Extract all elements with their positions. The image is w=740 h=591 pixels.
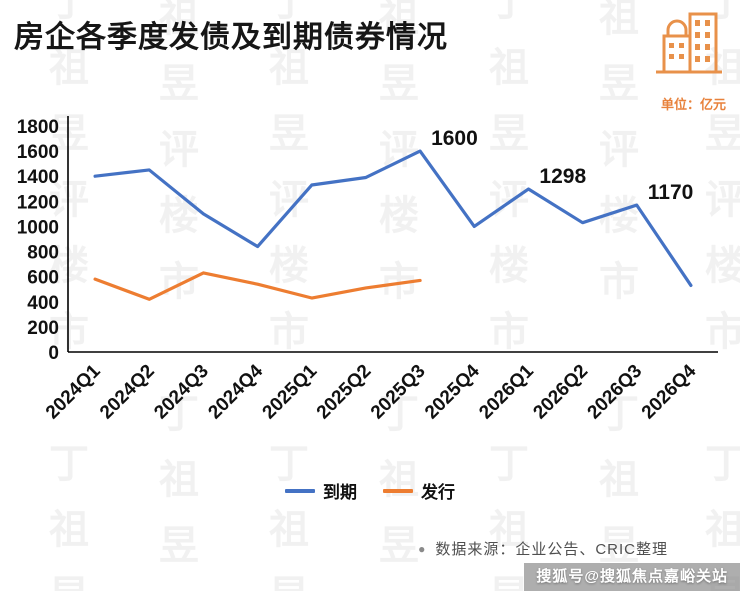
legend-item-发行: 发行 bbox=[383, 478, 455, 503]
y-tick-label: 1000 bbox=[17, 217, 59, 238]
y-tick-label: 800 bbox=[27, 243, 59, 264]
legend-swatch bbox=[383, 488, 413, 493]
x-tick-label: 2025Q3 bbox=[367, 361, 430, 424]
chart-legend: 到期 发行 bbox=[0, 478, 740, 503]
data-label: 1600 bbox=[431, 127, 478, 150]
x-tick-label: 2025Q1 bbox=[259, 360, 322, 423]
x-tick-label: 2024Q3 bbox=[150, 361, 213, 424]
x-tick-label: 2026Q2 bbox=[529, 361, 592, 424]
source-text: 数据来源：企业公告、CRIC整理 bbox=[435, 541, 668, 558]
legend-swatch bbox=[285, 488, 315, 493]
bullet-icon: ● bbox=[418, 541, 426, 556]
series-line-发行 bbox=[93, 271, 422, 301]
x-tick-label: 2026Q4 bbox=[638, 360, 701, 423]
y-tick-label: 1800 bbox=[17, 117, 59, 138]
legend-label: 到期 bbox=[323, 483, 357, 502]
y-tick-label: 400 bbox=[27, 293, 59, 314]
y-tick-label: 1600 bbox=[17, 142, 59, 163]
x-tick-label: 2024Q1 bbox=[42, 360, 105, 423]
x-tick-label: 2025Q4 bbox=[421, 360, 484, 423]
data-label: 1298 bbox=[539, 165, 586, 188]
legend-label: 发行 bbox=[421, 483, 455, 502]
unit-label: 单位：亿元 bbox=[660, 97, 726, 112]
chart-canvas: 0200400600800100012001400160018002024Q12… bbox=[17, 116, 718, 424]
x-tick-label: 2024Q4 bbox=[204, 360, 267, 423]
buildings-icon bbox=[646, 6, 726, 84]
y-tick-label: 0 bbox=[48, 343, 59, 364]
y-tick-label: 1400 bbox=[17, 167, 59, 188]
series-line-到期 bbox=[93, 149, 693, 288]
y-tick-label: 200 bbox=[27, 318, 59, 339]
x-tick-label: 2024Q2 bbox=[96, 361, 159, 424]
x-tick-label: 2026Q1 bbox=[475, 360, 538, 423]
data-label: 1170 bbox=[648, 181, 694, 204]
page-title: 房企各季度发债及到期债券情况 bbox=[14, 21, 448, 54]
x-tick-label: 2026Q3 bbox=[584, 361, 647, 424]
legend-item-到期: 到期 bbox=[285, 478, 357, 503]
x-tick-label: 2025Q2 bbox=[313, 361, 376, 424]
line-chart: 0 200 400 600 800 1000 1200 1400 1600 1800 2024Q1 2… bbox=[8, 106, 732, 466]
data-source: ● 数据来源：企业公告、CRIC整理 bbox=[418, 538, 668, 559]
y-tick-label: 600 bbox=[27, 268, 59, 289]
sohu-watermark-badge: 搜狐号@搜狐焦点嘉峪关站 bbox=[524, 563, 740, 591]
y-tick-label: 1200 bbox=[17, 192, 59, 213]
